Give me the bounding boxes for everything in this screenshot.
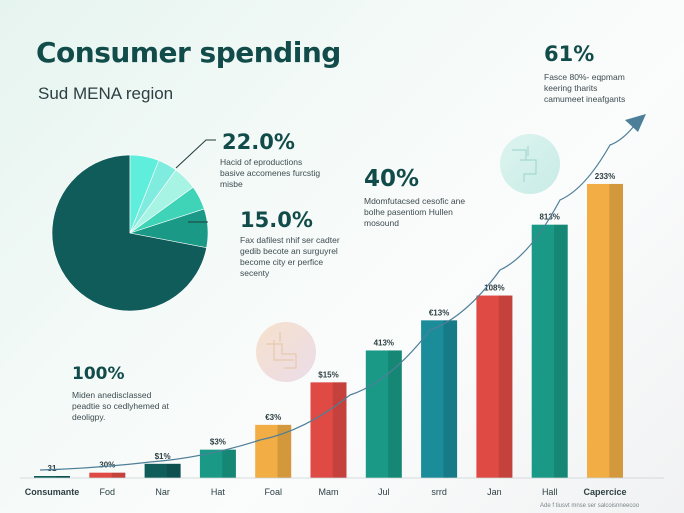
bar-0 (34, 476, 70, 478)
callout-100-value: 100% (72, 364, 125, 384)
bar-shade-6 (388, 350, 402, 478)
x-tick-label-8: Jan (487, 487, 502, 497)
x-tick-label-3: Hat (211, 487, 226, 497)
x-tick-label-5: Mam (319, 487, 339, 497)
bar-1 (89, 472, 126, 478)
bar-shade-2 (166, 463, 181, 478)
x-tick-label-6: Jul (378, 487, 390, 497)
bar-shade-4 (277, 424, 292, 478)
bar-2 (144, 463, 181, 478)
bar-7 (421, 320, 458, 478)
footnote: Ade f tiusvt mnse ser salcoisnneecoo (540, 503, 640, 509)
bar-8 (476, 295, 513, 478)
callout-61-value: 61% (544, 42, 595, 66)
bar-value-label-8: 108% (484, 284, 504, 293)
pie-chart (51, 154, 209, 312)
x-tick-label-0: Consumante (25, 487, 80, 497)
bar-value-label-7: €13% (429, 308, 449, 317)
pie-slice-0 (51, 154, 207, 312)
trend-arrow-head (625, 114, 646, 132)
bar-shade-9 (554, 224, 568, 478)
x-tick-label-2: Nar (155, 487, 170, 497)
decorative-bubble-teal (500, 134, 560, 194)
page-subtitle: Sud MENA region (38, 84, 174, 103)
x-tick-label-10: Capercice (583, 487, 626, 497)
trend-arrow-line (39, 117, 641, 471)
callout-15-value: 15.0% (240, 208, 313, 232)
pie-slice-5 (129, 154, 160, 234)
bar-6 (365, 350, 402, 478)
bar-shade-3 (222, 449, 236, 478)
bar-4 (255, 424, 292, 478)
x-tick-label-9: Hall (542, 487, 558, 497)
x-tick-label-7: srrd (431, 487, 447, 497)
bar-shade-7 (443, 320, 458, 478)
bar-value-label-10: 233% (595, 172, 615, 181)
bar-value-label-3: $3% (210, 438, 226, 447)
x-tick-label-4: Foal (264, 487, 282, 497)
callout-40-value: 40% (364, 166, 420, 192)
bar-chart: 31 Consumante 30% Fod $1% Nar $3% Hat €3% Foal $15… (20, 172, 664, 497)
bar-shade-0 (56, 476, 70, 478)
page-title: Consumer spending (36, 36, 341, 69)
bar-shade-5 (332, 382, 347, 478)
bar-value-label-2: $1% (155, 452, 171, 461)
callout-22-text: Hacid of eproductions basive accomenes f… (220, 157, 321, 189)
bar-shade-1 (111, 472, 126, 478)
leader-lines (175, 139, 216, 223)
bar-shade-10 (609, 183, 623, 478)
bar-value-label-5: $15% (318, 370, 338, 379)
callout-61-text: Fasce 80%- eqpmam keering tharits camume… (544, 72, 626, 104)
bar-value-label-6: 413% (374, 338, 394, 347)
bar-10 (587, 183, 623, 478)
callout-15-text: Fax dafilest nhif ser cadter gedib becot… (240, 235, 340, 278)
bar-5 (310, 382, 347, 478)
bar-value-label-1: 30% (99, 461, 115, 470)
bar-9 (531, 224, 568, 478)
bar-value-label-4: €3% (265, 413, 281, 422)
callout-100-text: Miden anedisclassed peadtie so cedlyheme… (72, 390, 169, 422)
bar-value-label-0: 31 (48, 464, 57, 473)
callout-22-value: 22.0% (222, 130, 295, 154)
x-tick-label-1: Fod (100, 487, 116, 497)
decorative-bubble-peach (256, 322, 316, 382)
callout-40-text: Mdomfutacsed cesofic ane bolhe pasentiom… (364, 196, 466, 228)
bar-shade-8 (498, 295, 513, 478)
